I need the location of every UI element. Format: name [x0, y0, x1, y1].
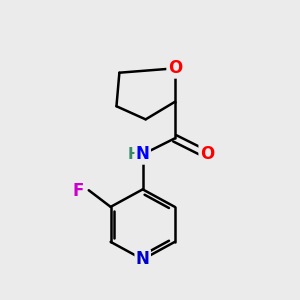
Text: N: N [136, 146, 150, 164]
Text: O: O [168, 59, 182, 77]
Text: F: F [73, 182, 84, 200]
Text: H: H [128, 147, 140, 162]
Text: N: N [136, 250, 150, 268]
Text: O: O [200, 146, 214, 164]
